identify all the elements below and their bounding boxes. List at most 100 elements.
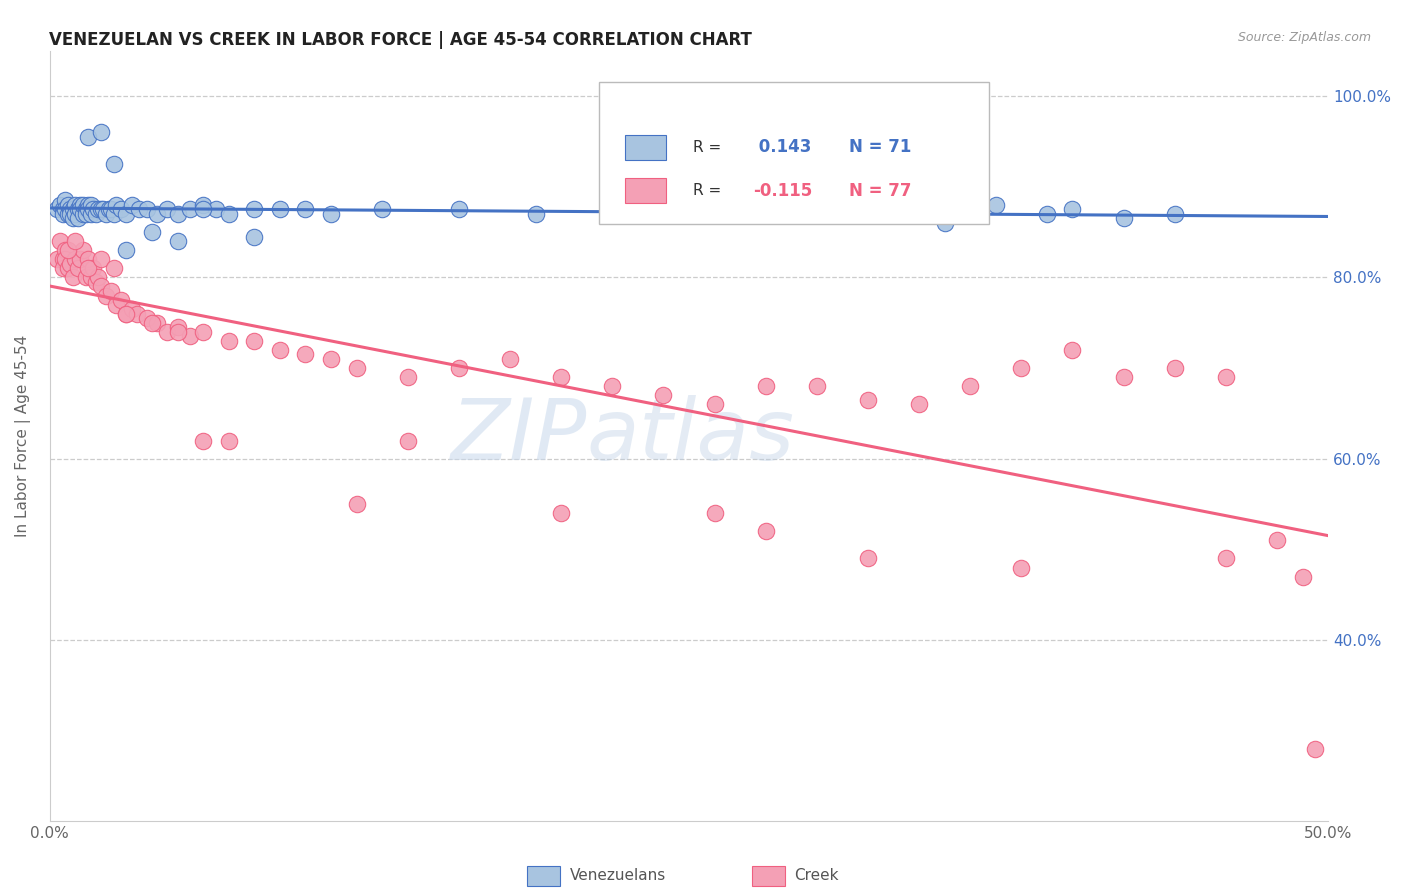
- Point: [218, 334, 240, 348]
- Point: [65, 198, 87, 212]
- Point: [166, 320, 188, 334]
- Point: [191, 434, 214, 448]
- Text: ZIP: ZIP: [450, 394, 586, 477]
- Point: [46, 202, 69, 217]
- Text: VENEZUELAN VS CREEK IN LABOR FORCE | AGE 45-54 CORRELATION CHART: VENEZUELAN VS CREEK IN LABOR FORCE | AGE…: [49, 31, 752, 49]
- Point: [146, 316, 169, 330]
- Point: [77, 198, 100, 212]
- Text: R =: R =: [693, 183, 721, 198]
- Point: [69, 198, 91, 212]
- Point: [53, 252, 76, 267]
- Point: [49, 198, 72, 212]
- Point: [77, 129, 100, 144]
- Point: [53, 202, 76, 217]
- Text: Venezuelans: Venezuelans: [569, 869, 665, 883]
- Point: [1265, 533, 1288, 548]
- Point: [56, 198, 79, 212]
- Point: [121, 302, 143, 317]
- Point: [191, 198, 214, 212]
- Point: [77, 261, 100, 276]
- Point: [447, 202, 470, 217]
- Point: [550, 506, 572, 520]
- Point: [755, 379, 778, 393]
- Point: [205, 202, 228, 217]
- Point: [105, 297, 128, 311]
- Point: [103, 207, 125, 221]
- Point: [135, 202, 157, 217]
- Point: [66, 202, 89, 217]
- Point: [179, 202, 201, 217]
- Text: Source: ZipAtlas.com: Source: ZipAtlas.com: [1237, 31, 1371, 45]
- Point: [243, 202, 266, 217]
- Point: [77, 252, 100, 267]
- Point: [90, 279, 112, 293]
- Point: [69, 202, 91, 217]
- Point: [1010, 560, 1032, 574]
- Point: [84, 207, 107, 221]
- Point: [856, 392, 879, 407]
- Point: [87, 202, 110, 217]
- Point: [84, 275, 107, 289]
- FancyBboxPatch shape: [599, 81, 990, 224]
- Point: [110, 293, 132, 307]
- Point: [755, 524, 778, 539]
- Point: [59, 207, 82, 221]
- Point: [191, 325, 214, 339]
- Point: [243, 229, 266, 244]
- Point: [346, 497, 368, 511]
- Y-axis label: In Labor Force | Age 45-54: In Labor Force | Age 45-54: [15, 334, 31, 537]
- Point: [371, 202, 394, 217]
- Point: [56, 261, 79, 276]
- Point: [65, 252, 87, 267]
- Point: [346, 361, 368, 376]
- Point: [319, 207, 342, 221]
- Point: [1164, 207, 1187, 221]
- Point: [218, 434, 240, 448]
- Point: [56, 243, 79, 257]
- Text: 0.143: 0.143: [752, 138, 811, 156]
- Point: [65, 207, 87, 221]
- Point: [79, 270, 101, 285]
- Point: [77, 202, 100, 217]
- Point: [703, 397, 725, 411]
- Point: [166, 234, 188, 248]
- Text: -0.115: -0.115: [752, 182, 813, 200]
- Point: [141, 225, 163, 239]
- Point: [856, 551, 879, 566]
- Point: [53, 194, 76, 208]
- Point: [191, 202, 214, 217]
- Point: [1036, 207, 1059, 221]
- Point: [1291, 569, 1313, 583]
- Point: [100, 284, 122, 298]
- Point: [499, 351, 522, 366]
- Text: Creek: Creek: [794, 869, 839, 883]
- Point: [166, 325, 188, 339]
- Point: [51, 207, 73, 221]
- Point: [984, 198, 1007, 212]
- Point: [703, 506, 725, 520]
- Point: [90, 202, 112, 217]
- Point: [49, 234, 72, 248]
- Text: N = 71: N = 71: [849, 138, 911, 156]
- Point: [121, 198, 143, 212]
- Point: [75, 270, 97, 285]
- Point: [72, 207, 94, 221]
- Point: [166, 207, 188, 221]
- Point: [908, 397, 931, 411]
- Point: [1112, 370, 1135, 384]
- Point: [82, 261, 104, 276]
- Point: [51, 202, 73, 217]
- Point: [882, 202, 904, 217]
- Point: [319, 351, 342, 366]
- Point: [128, 202, 150, 217]
- Point: [1164, 361, 1187, 376]
- Point: [125, 307, 148, 321]
- Point: [66, 211, 89, 226]
- Point: [218, 207, 240, 221]
- Point: [79, 198, 101, 212]
- Point: [90, 252, 112, 267]
- Point: [934, 216, 956, 230]
- Point: [115, 307, 138, 321]
- Bar: [626, 135, 666, 160]
- Point: [396, 370, 419, 384]
